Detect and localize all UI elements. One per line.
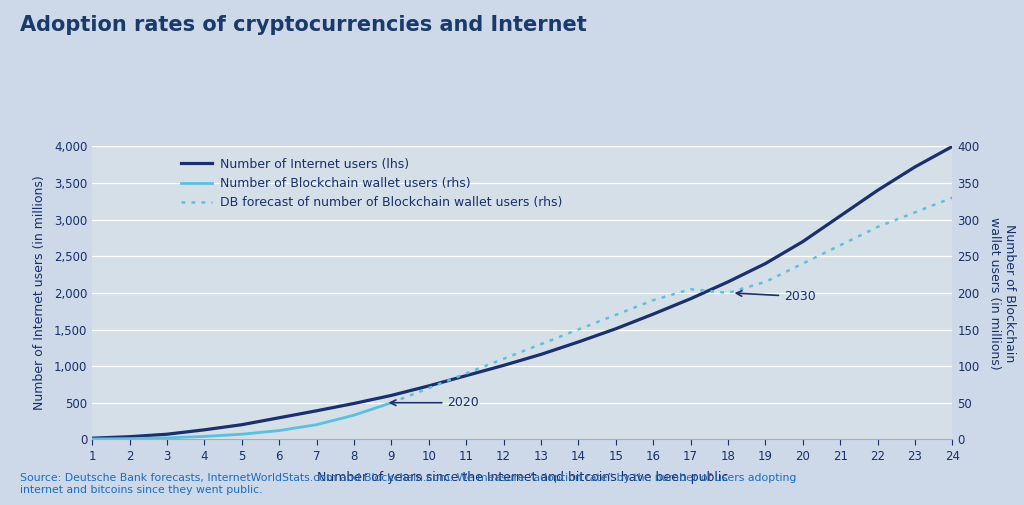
X-axis label: Number of years since the Internet and bitcoins have been public: Number of years since the Internet and b…: [316, 471, 728, 484]
Number of Blockchain wallet users (rhs): [236, 431, 248, 437]
Number of Blockchain wallet users (rhs): [199, 433, 211, 439]
Line: Number of Blockchain wallet users (rhs): Number of Blockchain wallet users (rhs): [92, 403, 391, 439]
Number of Internet users (lhs): [647, 311, 659, 317]
Number of Internet users (lhs): [609, 326, 622, 332]
DB forecast of number of Blockchain wallet users (rhs): [684, 286, 696, 292]
DB forecast of number of Blockchain wallet users (rhs): [946, 194, 958, 200]
Number of Blockchain wallet users (rhs): [86, 436, 98, 442]
Y-axis label: Number of Blockchain
wallet users (in millions): Number of Blockchain wallet users (in mi…: [988, 217, 1016, 369]
DB forecast of number of Blockchain wallet users (rhs): [423, 385, 435, 391]
Number of Internet users (lhs): [348, 400, 360, 407]
Number of Internet users (lhs): [385, 392, 397, 398]
Number of Internet users (lhs): [946, 143, 958, 149]
DB forecast of number of Blockchain wallet users (rhs): [385, 400, 397, 406]
Number of Blockchain wallet users (rhs): [310, 422, 323, 428]
Number of Internet users (lhs): [834, 213, 846, 219]
Number of Blockchain wallet users (rhs): [273, 428, 286, 434]
DB forecast of number of Blockchain wallet users (rhs): [797, 261, 809, 267]
Number of Internet users (lhs): [124, 434, 136, 440]
Text: Source: Deutsche Bank forecasts, InternetWorldStats.com and Blockchain.com. We m: Source: Deutsche Bank forecasts, Interne…: [20, 473, 797, 495]
Y-axis label: Number of Internet users (in millions): Number of Internet users (in millions): [33, 176, 46, 410]
Number of Internet users (lhs): [797, 239, 809, 245]
Number of Internet users (lhs): [498, 363, 510, 369]
Number of Internet users (lhs): [572, 339, 585, 345]
Line: Number of Internet users (lhs): Number of Internet users (lhs): [92, 146, 952, 438]
Number of Internet users (lhs): [460, 373, 472, 379]
DB forecast of number of Blockchain wallet users (rhs): [498, 356, 510, 362]
Number of Internet users (lhs): [871, 187, 884, 193]
Number of Internet users (lhs): [684, 296, 696, 302]
Number of Internet users (lhs): [759, 261, 771, 267]
Number of Blockchain wallet users (rhs): [161, 435, 173, 441]
Line: DB forecast of number of Blockchain wallet users (rhs): DB forecast of number of Blockchain wall…: [391, 197, 952, 403]
DB forecast of number of Blockchain wallet users (rhs): [609, 312, 622, 318]
DB forecast of number of Blockchain wallet users (rhs): [572, 326, 585, 332]
Number of Internet users (lhs): [86, 435, 98, 441]
Number of Internet users (lhs): [908, 164, 921, 170]
Number of Internet users (lhs): [310, 408, 323, 414]
Number of Blockchain wallet users (rhs): [124, 436, 136, 442]
Number of Blockchain wallet users (rhs): [385, 400, 397, 406]
Text: Adoption rates of cryptocurrencies and Internet: Adoption rates of cryptocurrencies and I…: [20, 15, 587, 35]
Number of Blockchain wallet users (rhs): [348, 412, 360, 418]
Number of Internet users (lhs): [535, 351, 547, 358]
Number of Internet users (lhs): [722, 279, 734, 285]
DB forecast of number of Blockchain wallet users (rhs): [834, 242, 846, 248]
Number of Internet users (lhs): [273, 415, 286, 421]
DB forecast of number of Blockchain wallet users (rhs): [535, 341, 547, 347]
Number of Internet users (lhs): [161, 431, 173, 437]
Number of Internet users (lhs): [236, 422, 248, 428]
DB forecast of number of Blockchain wallet users (rhs): [759, 279, 771, 285]
Text: 2020: 2020: [390, 396, 479, 409]
DB forecast of number of Blockchain wallet users (rhs): [647, 297, 659, 303]
DB forecast of number of Blockchain wallet users (rhs): [871, 224, 884, 230]
DB forecast of number of Blockchain wallet users (rhs): [908, 209, 921, 215]
Legend: Number of Internet users (lhs), Number of Blockchain wallet users (rhs), DB fore: Number of Internet users (lhs), Number o…: [176, 153, 567, 214]
Number of Internet users (lhs): [423, 383, 435, 389]
Number of Internet users (lhs): [199, 427, 211, 433]
DB forecast of number of Blockchain wallet users (rhs): [460, 371, 472, 377]
Text: 2030: 2030: [736, 290, 816, 303]
DB forecast of number of Blockchain wallet users (rhs): [722, 290, 734, 296]
